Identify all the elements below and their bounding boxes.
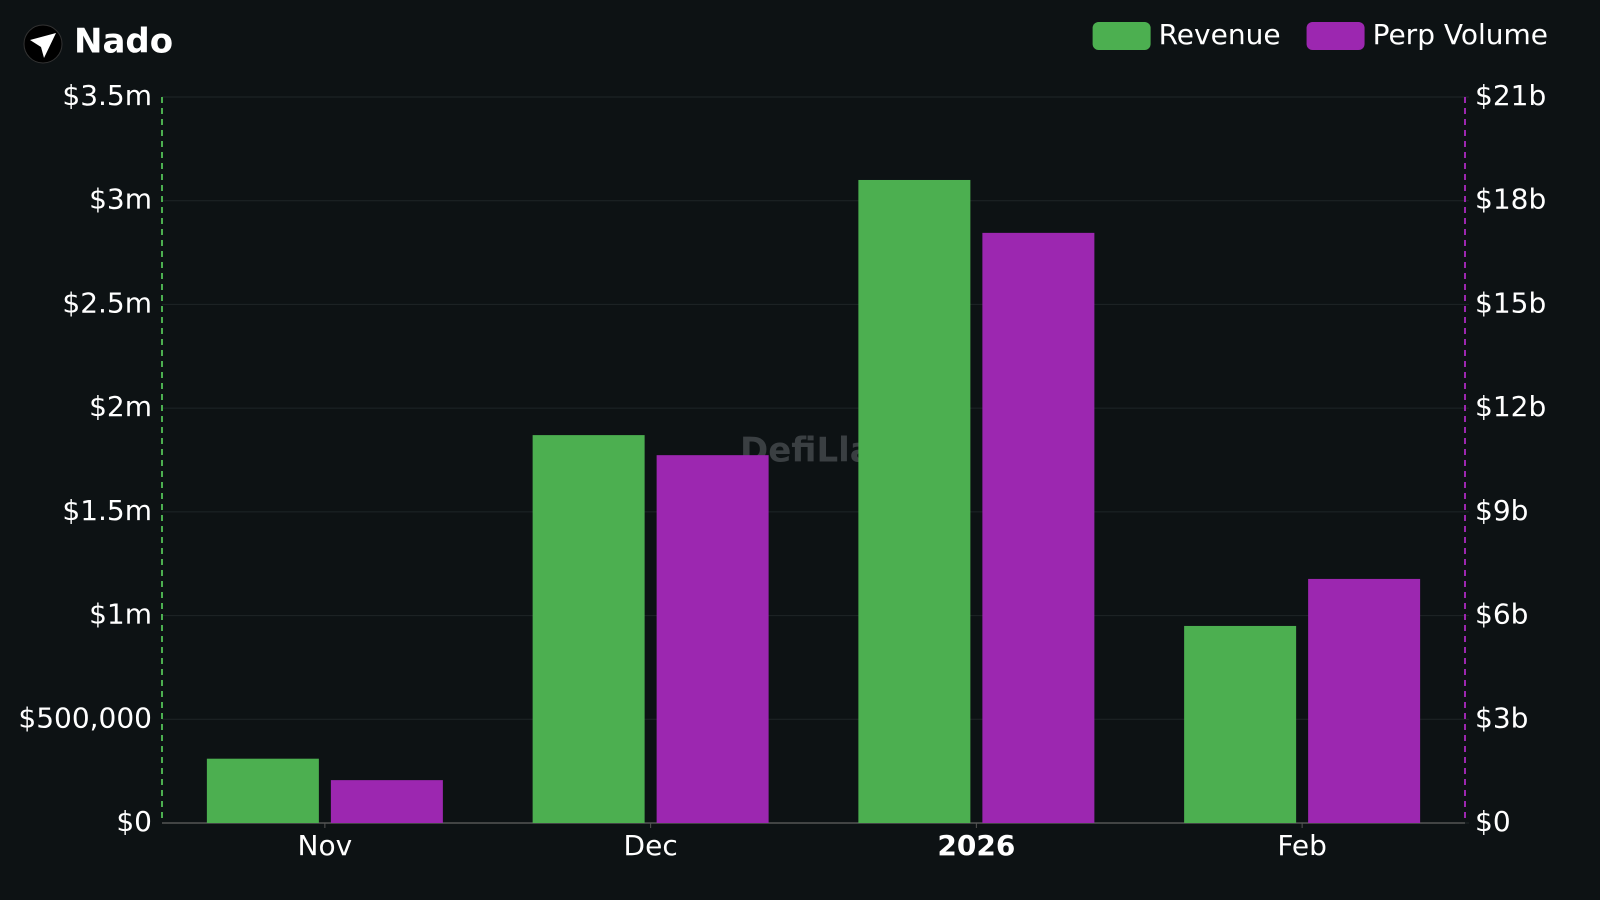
- bar: [330, 780, 443, 823]
- y-tick-label: $1m: [89, 598, 152, 631]
- x-tick-label: Feb: [1277, 829, 1327, 862]
- legend-label: Revenue: [1159, 18, 1281, 51]
- y2-tick-label: $15b: [1475, 286, 1546, 319]
- y-tick-label: $3.5m: [62, 79, 152, 112]
- y2-tick-label: $3b: [1475, 701, 1528, 734]
- y-tick-label: $1.5m: [62, 494, 152, 527]
- bar: [656, 455, 769, 823]
- legend-swatch: [1306, 22, 1365, 50]
- bar: [206, 758, 319, 823]
- bar: [532, 435, 645, 823]
- y2-tick-label: $12b: [1475, 390, 1546, 423]
- bar: [982, 232, 1095, 823]
- legend-label: Perp Volume: [1373, 18, 1548, 51]
- y2-tick-label: $21b: [1475, 79, 1546, 112]
- y2-tick-label: $9b: [1475, 494, 1528, 527]
- bar: [1184, 625, 1297, 823]
- logo-mark: [30, 33, 56, 58]
- y2-tick-label: $18b: [1475, 183, 1546, 216]
- y2-tick-label: $0: [1475, 805, 1511, 838]
- x-tick-label: 2026: [937, 829, 1015, 862]
- x-tick-label: Nov: [298, 829, 353, 862]
- y-tick-label: $3m: [89, 183, 152, 216]
- y-tick-label: $2.5m: [62, 286, 152, 319]
- legend-swatch: [1092, 22, 1151, 50]
- y-tick-label: $2m: [89, 390, 152, 423]
- bar: [1308, 578, 1421, 823]
- y-tick-label: $500,000: [18, 701, 152, 734]
- y2-tick-label: $6b: [1475, 598, 1528, 631]
- y-tick-label: $0: [116, 805, 152, 838]
- logo: [23, 24, 63, 64]
- chart-title: Nado: [74, 22, 173, 62]
- bar: [858, 179, 971, 823]
- x-tick-label: Dec: [624, 829, 678, 862]
